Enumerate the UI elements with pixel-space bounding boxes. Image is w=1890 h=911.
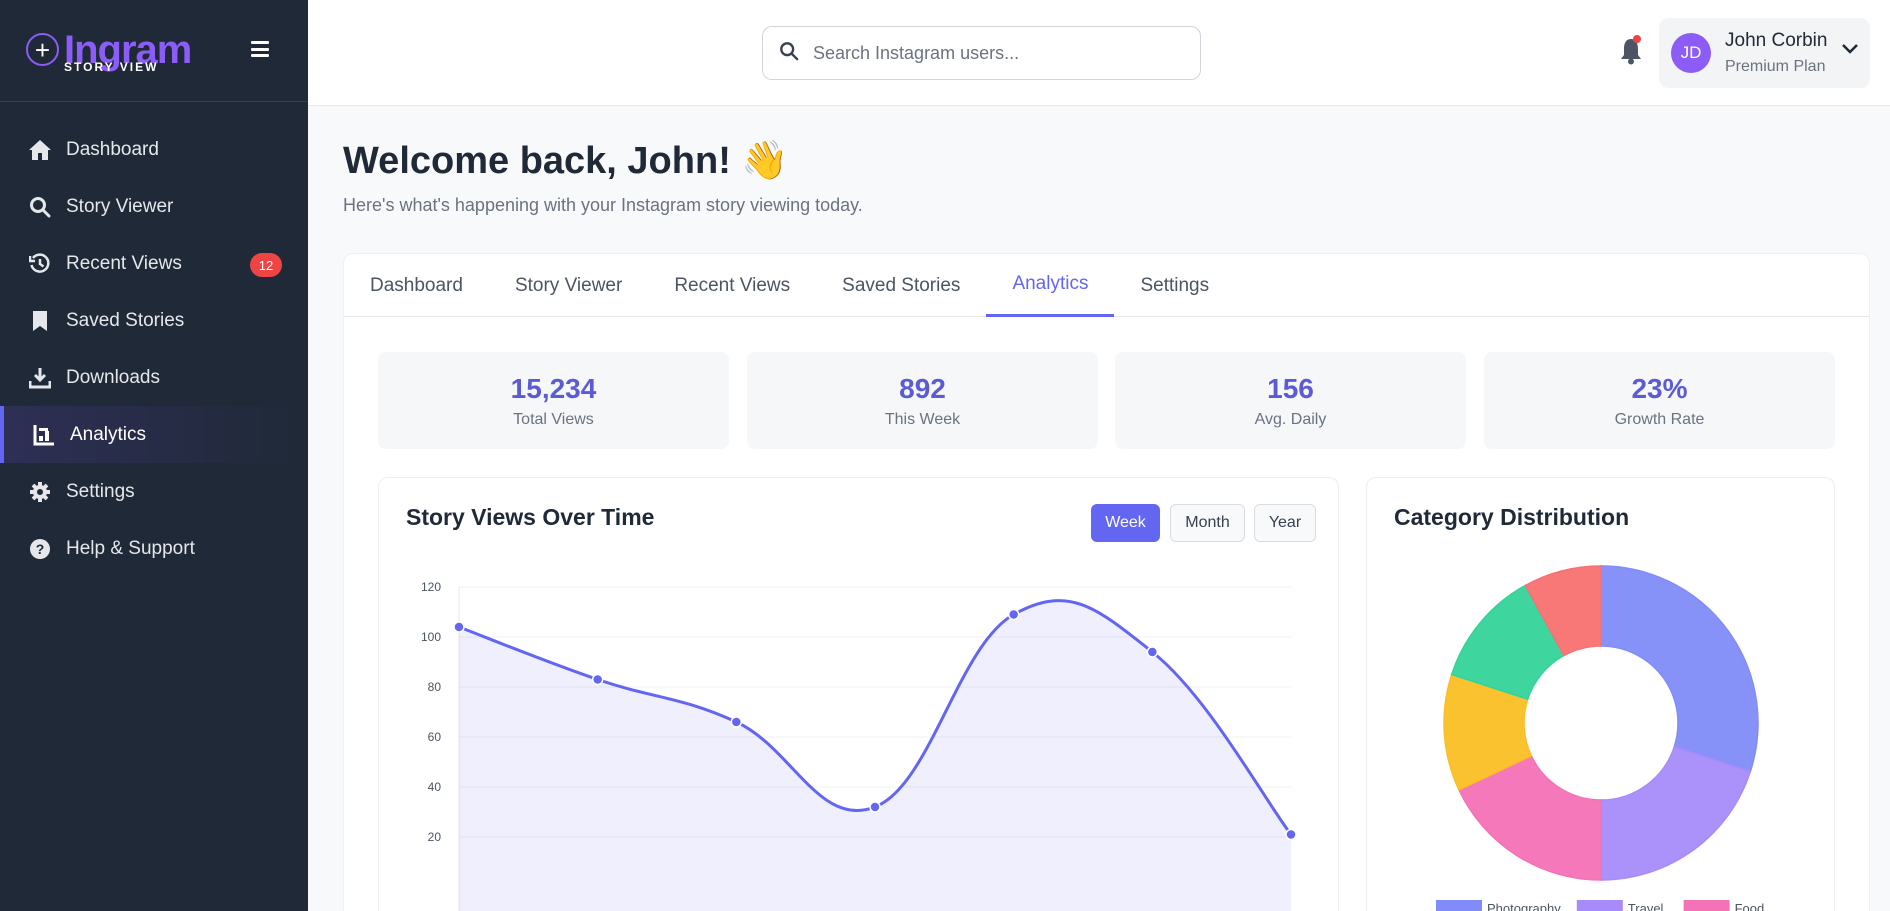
stat-card-total-views: 15,234 Total Views [378, 352, 729, 449]
sidebar-item-label: Saved Stories [66, 309, 185, 331]
sidebar-item-recent-views[interactable]: Recent Views 12 [0, 235, 308, 292]
data-point [1007, 608, 1020, 621]
legend-label: Photography [1487, 901, 1561, 911]
y-tick-label: 60 [428, 730, 442, 744]
tab-story-viewer[interactable]: Story Viewer [514, 274, 623, 296]
page-subtitle: Here's what's happening with your Instag… [343, 195, 863, 215]
stat-label: Total Views [513, 410, 594, 428]
sidebar-item-label: Downloads [66, 366, 160, 388]
data-point [730, 716, 743, 728]
tab-dashboard[interactable]: Dashboard [370, 274, 463, 296]
page-title: Welcome back, John! 👋 [343, 140, 789, 182]
sidebar-item-analytics[interactable]: Analytics [0, 406, 308, 463]
legend-label: Food [1735, 901, 1765, 911]
pie-slice [1600, 565, 1759, 773]
sidebar-item-label: Settings [66, 480, 135, 502]
top-bar: JD John Corbin Premium Plan [308, 0, 1890, 106]
sidebar-item-label: Recent Views [66, 252, 182, 274]
tab-bar: Dashboard Story Viewer Recent Views Save… [344, 254, 1869, 317]
notification-dot [1633, 35, 1641, 43]
y-tick-label: 80 [428, 680, 442, 694]
legend-swatch [1436, 900, 1482, 911]
tab-recent-views[interactable]: Recent Views [674, 274, 791, 296]
y-tick-label: 100 [421, 630, 441, 644]
card-title: Category Distribution [1394, 504, 1630, 530]
home-icon [28, 138, 52, 162]
sidebar-item-story-viewer[interactable]: Story Viewer [0, 178, 308, 235]
data-point [1146, 646, 1159, 658]
brand-name: Ingram [64, 27, 192, 72]
bookmark-icon [28, 309, 52, 333]
brand[interactable]: + Ingram STORY VIEW [0, 0, 308, 102]
sidebar-item-label: Dashboard [66, 138, 159, 160]
sidebar-item-downloads[interactable]: Downloads [0, 349, 308, 406]
stat-card-this-week: 892 This Week [747, 352, 1098, 449]
stat-value: 156 [1267, 372, 1314, 404]
range-week-button[interactable]: Week [1091, 504, 1160, 542]
pie-slice [1457, 754, 1602, 881]
search-input[interactable] [813, 42, 1173, 64]
user-menu[interactable]: JD John Corbin Premium Plan [1659, 18, 1870, 88]
stat-value: 15,234 [510, 372, 597, 404]
pie-slice [1524, 565, 1602, 657]
history-icon [28, 252, 52, 276]
user-plan: Premium Plan [1725, 58, 1826, 75]
stat-label: Avg. Daily [1254, 410, 1327, 428]
data-point [453, 621, 465, 633]
sidebar-item-help[interactable]: ? Help & Support [0, 520, 308, 577]
chevron-down-icon[interactable] [1841, 42, 1859, 60]
user-name: John Corbin [1725, 30, 1828, 51]
y-tick-label: 40 [428, 780, 442, 794]
search-icon [779, 41, 799, 66]
menu-icon[interactable] [251, 41, 269, 57]
help-icon: ? [28, 537, 52, 561]
data-point [1285, 828, 1297, 841]
bell-icon[interactable] [1619, 37, 1643, 65]
donut-chart: Photography Travel Food [1436, 565, 1765, 911]
tab-analytics[interactable]: Analytics [986, 254, 1115, 317]
sidebar-item-settings[interactable]: Settings [0, 463, 308, 520]
tab-saved-stories[interactable]: Saved Stories [842, 274, 961, 296]
svg-text:?: ? [36, 541, 45, 557]
area-fill [459, 600, 1291, 911]
sidebar-item-label: Analytics [70, 423, 147, 445]
legend-swatch [1683, 900, 1730, 911]
range-year-button[interactable]: Year [1254, 504, 1316, 542]
pie-slice [1600, 745, 1752, 881]
stat-card-avg-daily: 156 Avg. Daily [1115, 352, 1466, 449]
data-point [869, 801, 881, 813]
recent-views-badge: 12 [250, 253, 282, 277]
search-box[interactable] [762, 26, 1201, 80]
data-point [591, 673, 604, 686]
brand-subtitle: STORY VIEW [64, 60, 159, 74]
sidebar-nav: Dashboard Story Viewer Recent Views 12 S… [0, 102, 308, 577]
line-chart: 20 40 60 80 100 120 [421, 580, 1297, 911]
stat-value: 892 [899, 372, 946, 404]
sidebar: + Ingram STORY VIEW Dashboard Story View… [0, 0, 308, 911]
range-month-button[interactable]: Month [1170, 504, 1245, 542]
stat-card-growth-rate: 23% Growth Rate [1484, 352, 1835, 449]
avatar: JD [1671, 33, 1711, 73]
chart-icon [32, 423, 56, 447]
y-tick-label: 20 [428, 830, 442, 844]
plus-circle-icon: + [26, 33, 59, 66]
stat-value: 23% [1631, 372, 1688, 404]
sidebar-item-dashboard[interactable]: Dashboard [0, 121, 308, 178]
card-title: Story Views Over Time [406, 504, 655, 530]
sidebar-item-saved-stories[interactable]: Saved Stories [0, 292, 308, 349]
gear-icon [28, 480, 52, 504]
download-icon [28, 366, 52, 390]
tab-settings[interactable]: Settings [1140, 274, 1210, 296]
search-icon [28, 195, 52, 219]
sidebar-item-label: Story Viewer [66, 195, 174, 217]
legend-swatch [1576, 900, 1623, 911]
legend-label: Travel [1628, 901, 1664, 911]
story-views-card: Story Views Over Time Week Month Year 20… [378, 477, 1339, 911]
y-tick-label: 120 [421, 580, 441, 594]
sidebar-item-label: Help & Support [66, 537, 195, 559]
analytics-panel: Dashboard Story Viewer Recent Views Save… [343, 253, 1870, 911]
stat-label: This Week [884, 410, 961, 428]
category-card: Category Distribution Photography Travel F… [1366, 477, 1835, 911]
stat-label: Growth Rate [1614, 410, 1705, 428]
